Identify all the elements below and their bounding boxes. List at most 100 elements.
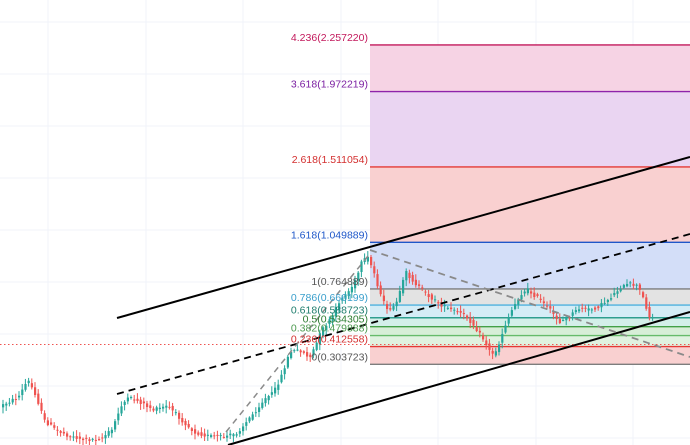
channel-drawings[interactable] xyxy=(116,156,690,445)
candle xyxy=(370,257,373,266)
candle xyxy=(78,436,81,439)
candle xyxy=(245,422,248,426)
candle xyxy=(72,436,75,438)
candle xyxy=(59,431,62,433)
channel-lower-line[interactable] xyxy=(227,311,690,445)
candle xyxy=(213,435,216,437)
candle xyxy=(632,283,635,286)
candle xyxy=(517,299,520,305)
candle xyxy=(210,435,213,437)
candle xyxy=(37,393,40,404)
candle xyxy=(546,305,549,307)
candle xyxy=(194,429,197,434)
fib-zone-0-382 xyxy=(370,335,690,347)
ascending-trend-line[interactable] xyxy=(225,255,369,433)
fib-zone-2-618 xyxy=(370,166,690,243)
candle xyxy=(427,294,430,298)
fib-label-0: 0(0.303723) xyxy=(311,351,368,363)
candle xyxy=(267,396,270,401)
candle xyxy=(258,407,261,413)
candle xyxy=(443,305,446,307)
candle xyxy=(325,325,328,331)
candle xyxy=(466,315,469,319)
candle xyxy=(459,311,462,313)
candle xyxy=(635,284,638,286)
candle xyxy=(27,380,30,384)
candle xyxy=(334,307,337,317)
candle xyxy=(414,279,417,286)
candle xyxy=(190,428,193,431)
candle xyxy=(597,306,600,309)
candle xyxy=(456,311,459,313)
candle xyxy=(248,417,251,422)
candle xyxy=(382,295,385,302)
candle xyxy=(66,433,69,437)
candle xyxy=(328,319,331,325)
candle xyxy=(619,289,622,292)
candle xyxy=(88,439,91,441)
fib-zone-0-236 xyxy=(370,346,690,365)
candle xyxy=(200,432,203,436)
channel-middle-line[interactable] xyxy=(116,233,690,395)
candle xyxy=(24,384,27,390)
candle xyxy=(386,304,389,310)
candle xyxy=(2,404,5,408)
candle xyxy=(603,302,606,304)
candle xyxy=(590,309,593,311)
candle xyxy=(178,412,181,419)
fib-label-1: 1(0.764889) xyxy=(311,276,368,288)
candle xyxy=(8,402,11,404)
candle xyxy=(251,414,254,420)
candle xyxy=(584,307,587,309)
candle xyxy=(34,387,37,395)
candle xyxy=(181,417,184,423)
candle xyxy=(197,432,200,435)
candle xyxy=(283,368,286,375)
candle xyxy=(56,429,59,431)
candle xyxy=(5,403,8,406)
candle xyxy=(203,433,206,437)
candle xyxy=(318,333,321,345)
candle xyxy=(622,284,625,288)
candle xyxy=(254,412,257,414)
candle xyxy=(424,291,427,293)
candle xyxy=(168,406,171,408)
fib-label-0-786: 0.786(0.666199) xyxy=(291,292,368,304)
fib-zone-0-5 xyxy=(370,326,690,336)
candle xyxy=(290,352,293,359)
candle xyxy=(587,308,590,311)
candle xyxy=(264,398,267,404)
fib-zone-0-618 xyxy=(370,317,690,327)
fib-zone-0-786 xyxy=(370,305,690,318)
candle xyxy=(53,425,56,428)
candle xyxy=(488,343,491,350)
candle xyxy=(354,279,357,289)
candle xyxy=(133,399,136,401)
candle xyxy=(389,308,392,310)
candle xyxy=(98,439,101,441)
candle xyxy=(91,438,94,440)
candle xyxy=(366,256,369,262)
candle xyxy=(344,294,347,299)
candle xyxy=(123,401,126,405)
candle xyxy=(651,317,654,319)
candle xyxy=(395,301,398,307)
descending-trend-line[interactable] xyxy=(369,249,690,358)
candle xyxy=(526,288,529,294)
candle xyxy=(402,279,405,294)
candle xyxy=(219,435,222,437)
candle xyxy=(638,284,641,290)
candle xyxy=(238,431,241,434)
candle xyxy=(142,401,145,404)
candle xyxy=(286,356,289,368)
channel-upper-line[interactable] xyxy=(116,156,690,319)
candle xyxy=(405,271,408,281)
fib-label-0-236: 0.236(0.412558) xyxy=(291,334,368,346)
candle xyxy=(565,317,568,321)
candle xyxy=(571,312,574,316)
candle xyxy=(360,261,363,272)
candle xyxy=(174,412,177,414)
candle xyxy=(558,318,561,324)
candle xyxy=(85,437,88,439)
